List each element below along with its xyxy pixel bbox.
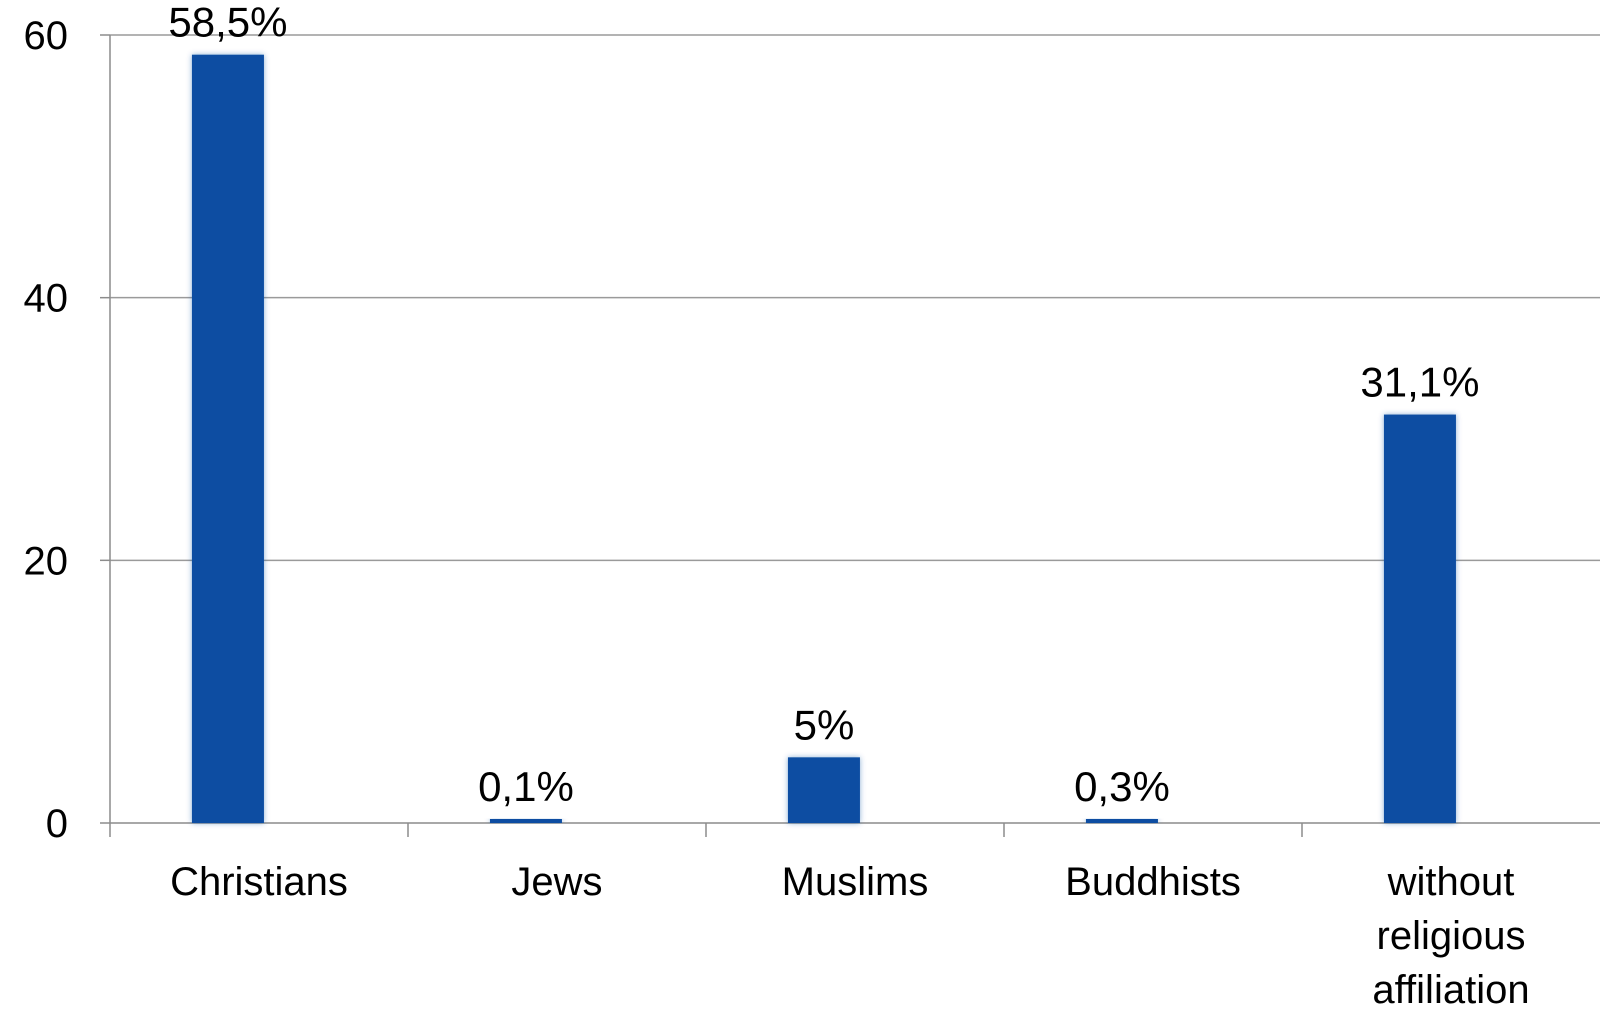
category-label-without-religious-affiliation: without religious affiliation (1372, 860, 1529, 1011)
category-label-line: religious (1377, 914, 1526, 958)
category-label-line: Muslims (782, 860, 929, 904)
category-label-line: Christians (170, 860, 348, 904)
bar-buddhists (1085, 819, 1158, 823)
labels: 0 20 40 60 58,5% Christians 0,1% Jews 5% Muslims 0… (24, 0, 1530, 1011)
data-label-christians: 58,5% (168, 0, 287, 46)
bars (191, 54, 1456, 823)
category-label-christians: Christians (170, 860, 348, 904)
gridlines (110, 34, 1600, 562)
category-label-line: Buddhists (1065, 860, 1241, 904)
bar-without-religious-affiliation (1383, 414, 1456, 823)
category-label-line: affiliation (1372, 968, 1529, 1011)
y-tick-label-40: 40 (24, 277, 69, 321)
category-label-jews: Jews (511, 860, 602, 904)
data-label-jews: 0,1% (478, 763, 574, 810)
data-label-buddhists: 0,3% (1074, 763, 1170, 810)
y-tick-label-60: 60 (24, 14, 69, 58)
category-label-buddhists: Buddhists (1065, 860, 1241, 904)
category-label-line: Jews (511, 860, 602, 904)
bar-muslims (787, 757, 860, 823)
bar-jews (489, 819, 562, 823)
data-label-without-religious-affiliation: 31,1% (1360, 359, 1479, 406)
data-label-muslims: 5% (794, 701, 855, 748)
category-label-line: without (1387, 860, 1515, 904)
y-tick-label-0: 0 (46, 802, 68, 846)
category-label-muslims: Muslims (782, 860, 929, 904)
bar-christians (191, 54, 264, 823)
y-tick-label-20: 20 (24, 539, 69, 583)
